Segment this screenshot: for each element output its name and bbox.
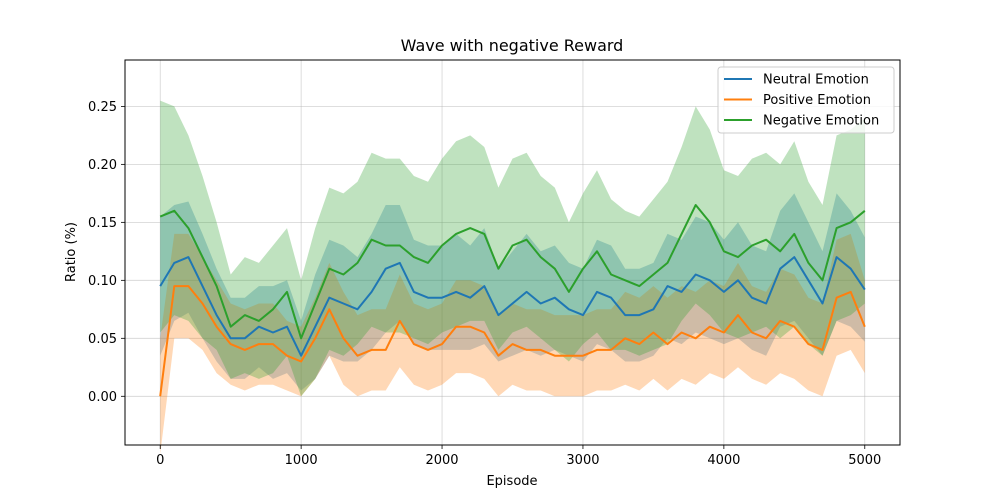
x-tick-label: 2000 (425, 453, 458, 468)
y-tick-label: 0.20 (88, 158, 117, 173)
y-axis-ticks: 0.00 0.05 0.10 0.15 0.20 0.25 (88, 100, 125, 405)
positive-emotion-legend-label: Positive Emotion (763, 93, 871, 108)
y-tick-label: 0.10 (88, 274, 117, 289)
negative-emotion-legend-label: Negative Emotion (763, 114, 879, 129)
legend: Neutral Emotion Positive Emotion Negative … (717, 66, 895, 134)
x-tick-label: 0 (156, 453, 164, 468)
grid (125, 60, 900, 445)
y-tick-label: 0.15 (88, 216, 117, 231)
neutral-emotion-legend-label: Neutral Emotion (763, 73, 869, 88)
x-tick-label: 4000 (707, 453, 740, 468)
legend-box (717, 66, 895, 134)
positive-emotion-line (159, 285, 866, 397)
y-axis-label: Ratio (%) (64, 222, 79, 282)
neutral-emotion-line (159, 256, 866, 357)
x-tick-label: 3000 (566, 453, 599, 468)
negative-emotion-line (159, 204, 866, 340)
y-tick-label: 0.05 (88, 332, 117, 347)
x-axis-ticks: 0 1000 2000 3000 4000 5000 (156, 445, 881, 468)
y-tick-label: 0.00 (88, 390, 117, 405)
x-axis-label: Episode (486, 474, 537, 489)
x-tick-label: 1000 (285, 453, 318, 468)
neutral-emotion-band (160, 193, 865, 391)
series-lines (159, 204, 866, 397)
plot-frame (124, 59, 901, 446)
y-tick-label: 0.25 (88, 100, 117, 115)
chart-title: Wave with negative Reward (401, 36, 624, 55)
x-tick-label: 5000 (848, 453, 881, 468)
